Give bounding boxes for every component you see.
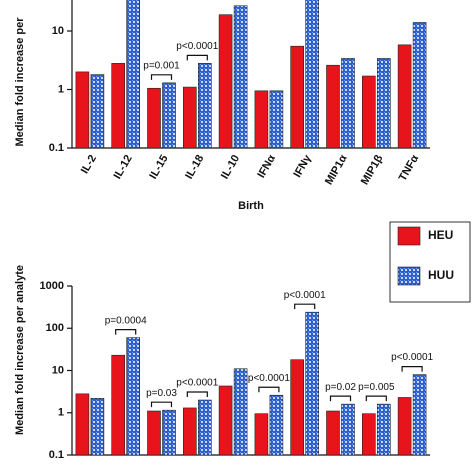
bar xyxy=(269,90,284,149)
bar xyxy=(326,410,340,456)
bar xyxy=(126,0,140,149)
significance-bracket xyxy=(186,391,208,398)
bar xyxy=(75,71,90,149)
x-axis-title: Birth xyxy=(238,200,264,212)
bar xyxy=(290,45,305,149)
bar xyxy=(376,58,391,149)
legend-swatch xyxy=(397,266,421,286)
significance-bracket xyxy=(115,329,137,335)
bar xyxy=(254,90,269,149)
p-value: p<0.0001 xyxy=(176,378,218,389)
bar xyxy=(126,337,140,456)
y-axis-title: Median fold increase per analyte xyxy=(14,265,26,435)
bar xyxy=(233,5,248,149)
y-tick-label: 0.1 xyxy=(49,142,64,154)
p-value: p=0.001 xyxy=(143,60,180,71)
x-tick-label: IFNα xyxy=(255,153,278,180)
bar xyxy=(412,374,427,456)
p-value: p=0.03 xyxy=(146,388,177,399)
bar xyxy=(162,409,176,456)
bar xyxy=(90,397,105,456)
bar xyxy=(361,413,376,456)
x-tick-label: MIP1α xyxy=(323,153,350,187)
bar xyxy=(341,403,355,456)
bar xyxy=(111,63,125,149)
significance-bracket xyxy=(258,386,280,393)
bar xyxy=(269,394,284,456)
legend-swatch xyxy=(397,226,421,246)
bar xyxy=(254,413,269,456)
p-value: p=0.005 xyxy=(358,382,395,393)
bar xyxy=(397,44,412,149)
bar xyxy=(162,82,176,149)
y-tick-label: 10 xyxy=(52,364,64,376)
y-tick-label: 10 xyxy=(52,25,64,37)
bar xyxy=(412,22,427,149)
bar xyxy=(111,354,125,456)
y-tick-label: 0.1 xyxy=(49,449,64,461)
y-tick-label: 1 xyxy=(58,83,64,95)
x-tick-label: IL-18 xyxy=(183,153,206,181)
significance-bracket xyxy=(329,395,352,402)
significance-bracket xyxy=(150,74,173,80)
legend-label: HUU xyxy=(428,268,454,282)
significance-bracket xyxy=(150,401,173,408)
bar xyxy=(198,399,212,456)
bar xyxy=(218,14,233,149)
bar xyxy=(183,407,197,456)
y-axis-title: Median fold increase per xyxy=(14,17,26,147)
bar xyxy=(326,64,340,149)
bar xyxy=(147,87,161,149)
significance-bracket xyxy=(294,303,316,310)
y-tick-label: 1 xyxy=(58,407,64,419)
bar xyxy=(75,393,90,456)
x-tick-label: IL-2 xyxy=(79,153,99,176)
bar xyxy=(183,86,197,149)
bar xyxy=(305,311,320,456)
significance-bracket xyxy=(401,365,423,372)
bar xyxy=(376,403,391,456)
bar xyxy=(361,75,376,149)
significance-bracket xyxy=(186,54,208,61)
p-value: p<0.0001 xyxy=(391,352,433,363)
p-value: p<0.0001 xyxy=(248,373,290,384)
y-tick-label: 100 xyxy=(46,322,64,334)
x-tick-label: TNFα xyxy=(397,153,422,184)
bar xyxy=(290,359,305,456)
x-tick-label: IL-10 xyxy=(219,153,242,181)
bar xyxy=(90,74,105,149)
x-tick-label: IL-12 xyxy=(112,153,135,181)
bar xyxy=(218,385,233,456)
p-value: p<0.0001 xyxy=(176,41,218,52)
bar xyxy=(397,397,412,456)
p-value: p<0.0001 xyxy=(284,290,326,301)
bar xyxy=(341,58,355,149)
significance-bracket xyxy=(365,395,387,402)
p-value: p=0.02 xyxy=(325,382,356,393)
x-tick-label: IFNγ xyxy=(292,152,315,179)
x-tick-label: IL-15 xyxy=(147,153,170,181)
x-tick-label: MIP1β xyxy=(359,153,386,187)
bar xyxy=(198,63,212,149)
legend-label: HEU xyxy=(428,228,453,242)
y-tick-label: 1000 xyxy=(40,280,64,292)
bar xyxy=(233,368,248,456)
bar xyxy=(147,410,161,456)
bar xyxy=(305,0,320,149)
p-value: p=0.0004 xyxy=(105,315,147,326)
